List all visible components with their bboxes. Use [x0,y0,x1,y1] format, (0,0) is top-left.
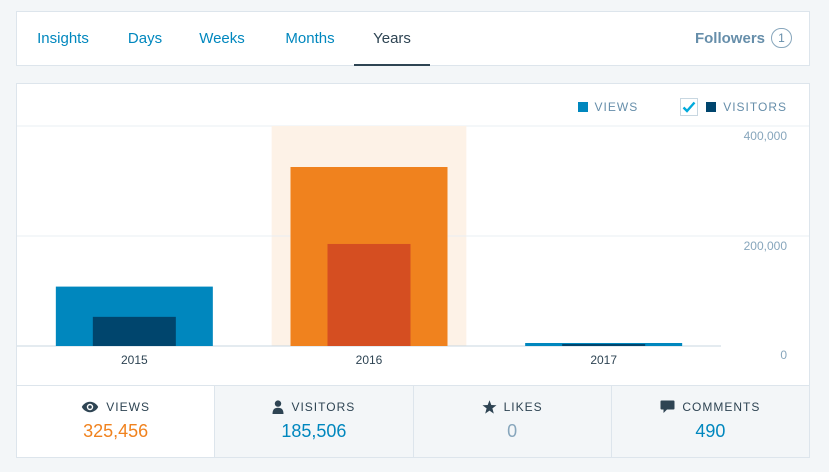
stat-comments-label: COMMENTS [682,400,761,414]
x-tick-label: 2017 [590,353,617,367]
stat-views-tab[interactable]: VIEWS 325,456 [17,386,215,457]
stat-visitors-value: 185,506 [281,421,347,441]
y-tick-label: 0 [780,348,787,362]
legend-visitors: VISITORS [638,98,787,116]
x-tick-label: 2015 [121,353,148,367]
x-tick-label: 2016 [356,353,383,367]
stat-likes-tab[interactable]: LIKES 0 [412,386,611,457]
summary-stats-row: VIEWS 325,456 VISITORS 185,506 LIKES 0 [17,385,809,457]
stat-comments-value: 490 [695,421,726,441]
eye-icon [82,401,99,413]
y-tick-label: 400,000 [744,129,788,143]
stat-visitors-label: VISITORS [291,400,356,414]
stat-comments-tab[interactable]: COMMENTS 490 [610,386,809,457]
comment-icon [660,400,675,413]
stat-views-label: VIEWS [106,400,150,414]
stat-visitors-tab[interactable]: VISITORS 185,506 [214,386,413,457]
tab-days[interactable]: Days [127,30,163,47]
tab-weeks[interactable]: Weeks [199,30,245,47]
stat-likes-value: 0 [507,421,518,441]
period-tab-bar: Insights Days Weeks Months Years Followe… [16,11,810,66]
y-tick-label: 200,000 [744,239,788,253]
legend-views: VIEWS [577,100,639,114]
visitors-toggle-checkbox[interactable] [680,98,699,116]
tab-years[interactable]: Years [354,12,430,66]
bar-visitors-2016 [327,243,411,346]
legend-visitors-swatch [706,102,717,112]
legend-views-label: VIEWS [594,100,639,114]
stats-chart-card: 0 200,000 400,000 2015 2016 2017 VIEWS VISITO… [16,83,810,458]
tab-insights[interactable]: Insights [37,30,89,47]
person-icon [272,400,284,414]
bar-visitors-2015 [92,316,176,346]
legend-visitors-label: VISITORS [723,100,787,114]
chart-legend: VIEWS VISITORS [577,98,787,116]
followers-link[interactable]: Followers 1 [695,28,792,48]
stat-likes-label: LIKES [503,400,543,414]
stat-views-value: 325,456 [83,421,149,441]
followers-count-badge: 1 [771,28,792,48]
star-icon [482,400,497,414]
checkmark-icon [682,101,696,113]
legend-views-swatch [577,102,588,112]
bar-chart: 0 200,000 400,000 2015 2016 2017 [17,125,809,367]
bar-visitors-2017 [562,344,646,346]
followers-label: Followers [694,29,765,47]
tab-months[interactable]: Months [285,30,335,47]
